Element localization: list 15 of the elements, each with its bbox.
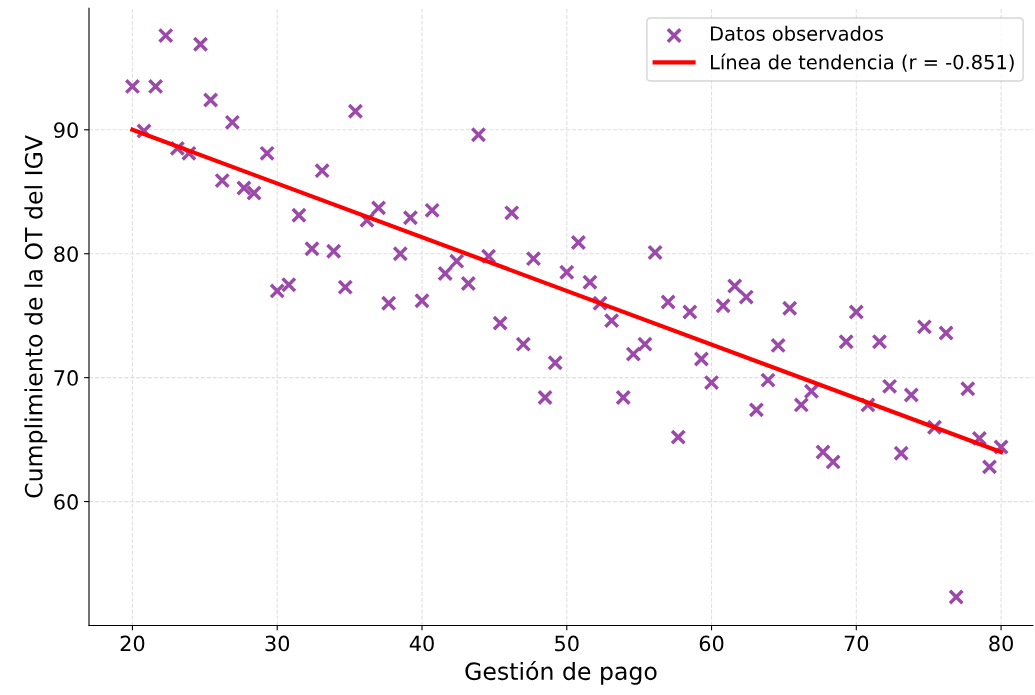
x-axis-title: Gestión de pago <box>465 660 657 685</box>
x-tick-label: 70 <box>844 635 869 652</box>
y-tick-label: 90 <box>54 122 78 138</box>
x-tick-label: 80 <box>989 635 1013 652</box>
x-tick-label: 50 <box>555 635 579 652</box>
y-tick-label: 60 <box>54 494 78 510</box>
y-tick-label: 80 <box>54 246 78 262</box>
x-tick-label: 20 <box>120 635 145 652</box>
y-axis-title: Cumplimiento de la OT del IGV <box>24 135 48 498</box>
x-tick-label: 30 <box>265 635 290 652</box>
x-tick-label: 60 <box>699 635 724 652</box>
legend-label: Línea de tendencia (r = -0.851) <box>711 53 1014 72</box>
y-tick-label: 70 <box>54 370 78 386</box>
x-tick-label: 40 <box>409 635 434 652</box>
legend-label: Datos observados <box>711 25 883 41</box>
